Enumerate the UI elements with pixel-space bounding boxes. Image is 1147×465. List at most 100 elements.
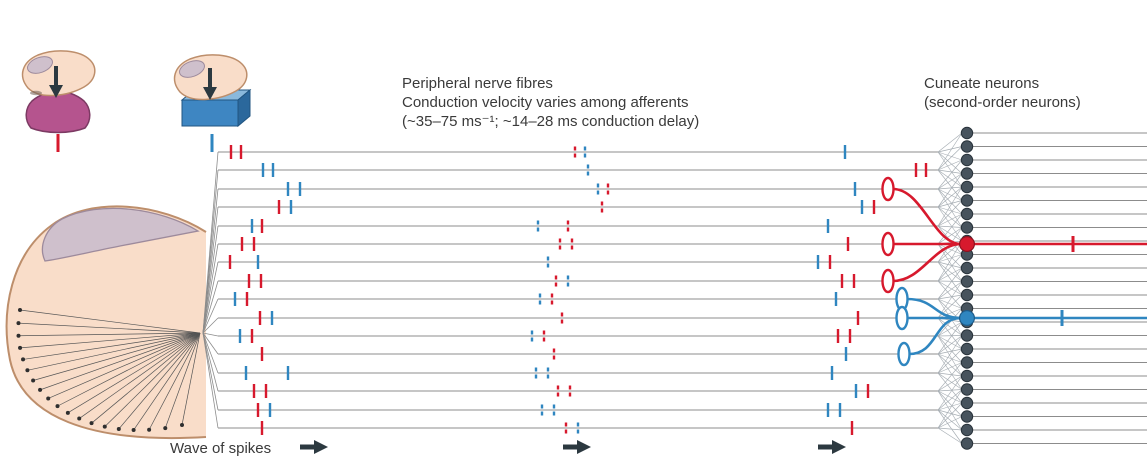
nerve-branch xyxy=(148,332,201,430)
receptor-ending-icon xyxy=(131,428,136,433)
mesh-line xyxy=(937,146,963,171)
cuneate-neuron xyxy=(960,126,974,140)
mesh-line xyxy=(937,308,963,319)
mesh-line xyxy=(937,213,963,245)
cuneate-neuron xyxy=(960,140,974,153)
finger-skin xyxy=(6,206,206,439)
receptor-ending-icon xyxy=(16,321,21,326)
nerve-branch xyxy=(104,332,201,427)
mesh-line xyxy=(937,159,963,190)
mesh-line xyxy=(937,308,963,337)
mesh-line xyxy=(937,348,963,374)
nerve-branch xyxy=(33,332,201,381)
receptor-ending-icon xyxy=(16,333,21,338)
mesh-line xyxy=(937,372,963,377)
highlighted-outputs xyxy=(958,236,1147,327)
fan-line xyxy=(202,280,219,334)
mesh-line xyxy=(937,132,963,171)
mesh-line xyxy=(937,317,963,336)
mesh-line xyxy=(937,146,963,153)
mesh-line xyxy=(937,353,963,363)
caption-line-1: Cuneate neurons xyxy=(924,75,1040,92)
nerve-branch xyxy=(57,332,201,407)
mesh-line xyxy=(937,188,963,215)
nerve-branch xyxy=(18,332,201,337)
mesh-line xyxy=(937,206,963,228)
output-fibre-lines xyxy=(972,132,1147,444)
receptor-ending-icon xyxy=(147,427,152,432)
cuneate-neuron xyxy=(960,261,974,275)
cuneate-neuron xyxy=(960,342,974,356)
fan-line xyxy=(202,332,219,411)
mesh-line xyxy=(937,335,963,363)
mesh-line xyxy=(937,375,963,392)
cuneate-neuron-column xyxy=(960,126,974,450)
cuneate-neuron xyxy=(960,396,974,410)
mesh-line xyxy=(937,151,963,188)
nerve-branch xyxy=(91,332,201,424)
mesh-line xyxy=(937,427,963,431)
nerve-branch xyxy=(18,322,201,334)
mesh-line xyxy=(937,390,963,431)
mesh-line xyxy=(937,173,963,190)
mesh-line xyxy=(937,261,963,269)
mesh-line xyxy=(937,294,963,300)
caption-line-2: Conduction velocity varies among afferen… xyxy=(402,94,689,111)
mesh-line xyxy=(937,132,963,153)
mesh-line xyxy=(937,389,963,411)
synapse-oval xyxy=(897,341,911,367)
fan-line xyxy=(202,298,219,334)
cuneate-neuron xyxy=(960,437,974,450)
spike-ticks xyxy=(228,145,928,435)
red-cuneate-neuron xyxy=(958,236,975,253)
mesh-line xyxy=(937,348,963,355)
mesh-line xyxy=(937,390,963,417)
nerve-branch xyxy=(118,332,201,430)
wave-arrows xyxy=(300,440,846,454)
mesh-line xyxy=(937,240,963,282)
cuneate-neurons-caption: Cuneate neurons (second-order neurons) xyxy=(924,74,1081,112)
receptor-ending-icon xyxy=(65,410,70,415)
connectivity-mesh xyxy=(937,132,963,444)
caption-line-2: (second-order neurons) xyxy=(924,94,1081,111)
cuneate-neuron xyxy=(960,356,974,369)
mesh-line xyxy=(937,200,963,208)
mesh-line xyxy=(937,206,963,242)
synapse-link xyxy=(906,297,962,320)
synapse-oval xyxy=(881,268,895,294)
mesh-line xyxy=(937,243,963,269)
cuneate-neuron xyxy=(960,329,974,342)
synapse-link xyxy=(892,187,962,246)
peripheral-nerve-caption: Peripheral nerve fibres Conduction veloc… xyxy=(402,74,699,131)
receptor-ending-icon xyxy=(21,357,26,362)
receptor-ending-icon xyxy=(31,378,36,383)
mesh-line xyxy=(937,169,963,188)
synapse-connections xyxy=(881,176,962,367)
nerve-branch xyxy=(181,332,201,426)
mesh-line xyxy=(937,372,963,390)
fan-line xyxy=(202,332,219,337)
mesh-line xyxy=(937,362,963,374)
mesh-line xyxy=(937,206,963,215)
fingernail xyxy=(41,207,200,262)
nerve-branch xyxy=(22,332,201,360)
cuneate-neuron xyxy=(960,275,974,288)
mesh-line xyxy=(937,227,963,245)
nerve-branch xyxy=(133,332,201,431)
fan-line xyxy=(202,243,219,334)
caption-line-1: Peripheral nerve fibres xyxy=(402,75,553,92)
wave-of-spikes-label: Wave of spikes xyxy=(170,440,272,457)
mesh-line xyxy=(937,372,963,404)
mesh-line xyxy=(937,335,963,377)
mesh-line xyxy=(937,280,963,296)
mesh-line xyxy=(937,186,963,227)
mesh-line xyxy=(937,280,963,282)
receptor-ending-icon xyxy=(163,426,168,431)
press-arrow-icon xyxy=(49,85,63,98)
nerve-branch xyxy=(79,332,201,419)
mesh-line xyxy=(937,335,963,337)
cuneate-neuron xyxy=(960,207,974,221)
mesh-line xyxy=(937,186,963,190)
